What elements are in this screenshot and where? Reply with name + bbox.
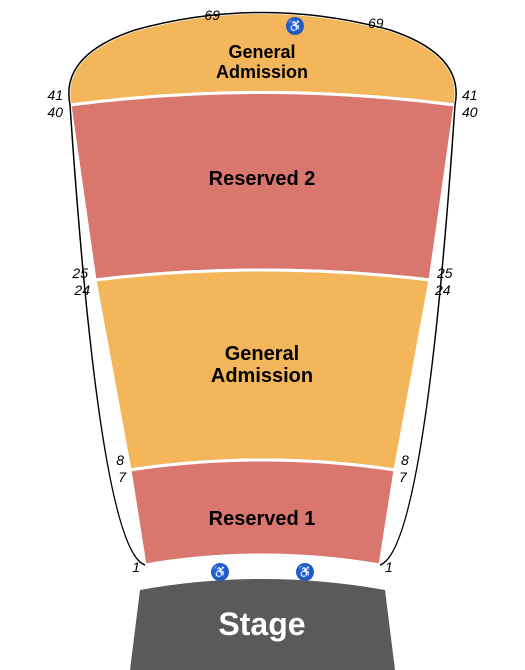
section-label-reserved-2: Reserved 2 [209,168,316,190]
row-marker-40: 40 [47,104,63,120]
wheelchair-icon: ♿ [286,17,304,35]
svg-text:♿: ♿ [213,565,228,579]
row-marker-8: 8 [401,452,409,468]
row-marker-1: 1 [132,559,140,575]
row-marker-69: 69 [368,15,384,31]
wheelchair-icon: ♿ [211,563,229,581]
row-marker-41: 41 [47,87,63,103]
section-label-reserved-1: Reserved 1 [209,508,316,530]
wheelchair-icon: ♿ [296,563,314,581]
row-marker-25: 25 [71,265,88,281]
row-marker-41: 41 [462,87,478,103]
svg-text:♿: ♿ [298,565,313,579]
stage-label: Stage [218,606,305,642]
svg-text:♿: ♿ [288,19,303,33]
row-marker-69: 69 [204,7,220,23]
row-marker-8: 8 [116,452,124,468]
row-marker-25: 25 [436,265,453,281]
seating-chart: Stage GeneralAdmission Reserved 2 GeneralAd… [0,0,525,670]
section-label-ga-mid: GeneralAdmission [211,343,313,387]
row-marker-24: 24 [73,282,90,298]
row-marker-24: 24 [434,282,451,298]
row-marker-1: 1 [385,559,393,575]
row-marker-40: 40 [462,104,478,120]
row-marker-7: 7 [399,469,408,485]
section-label-ga-top: GeneralAdmission [216,42,308,82]
row-marker-7: 7 [118,469,127,485]
